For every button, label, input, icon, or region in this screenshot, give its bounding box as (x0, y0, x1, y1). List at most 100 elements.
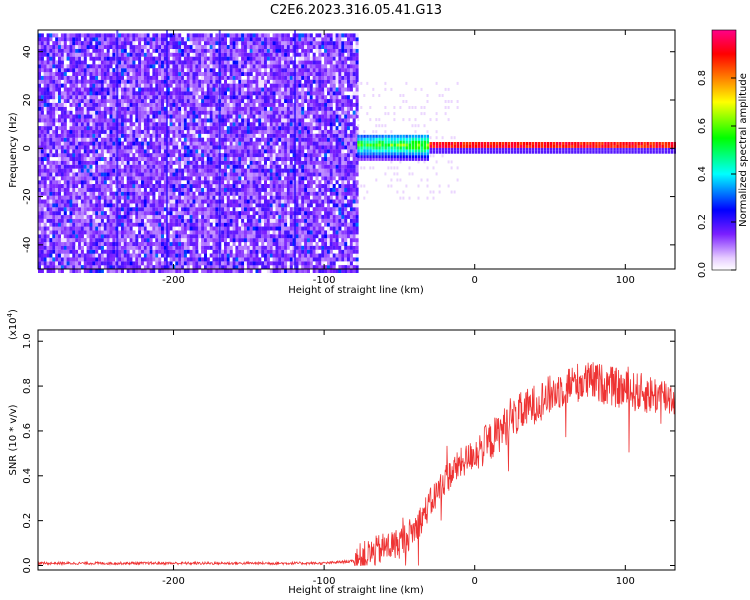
heatmap-cell (169, 118, 173, 123)
heatmap-cell (106, 226, 110, 231)
heatmap-cell (246, 33, 250, 38)
heatmap-cell (60, 56, 64, 61)
heatmap-cell (192, 269, 196, 273)
heatmap-cell (138, 253, 142, 258)
heatmap-cell (183, 199, 187, 204)
heatmap-cell (46, 149, 50, 154)
heatmap-cell (195, 99, 199, 103)
heatmap-cell (132, 153, 136, 158)
heatmap-cell (146, 145, 150, 150)
heatmap-cell (258, 160, 262, 165)
heatmap-cell (252, 184, 256, 188)
heatmap-cell (212, 234, 216, 239)
heatmap-cell (281, 184, 285, 188)
heatmap-cell (221, 269, 225, 273)
heatmap-cell (72, 207, 76, 212)
heatmap-cell (66, 230, 70, 235)
heatmap-cell (89, 214, 93, 219)
heatmap-cell (163, 257, 167, 262)
heatmap-cell (118, 79, 122, 84)
heatmap-cell (155, 56, 159, 61)
heatmap-cell (106, 207, 110, 212)
heatmap-cell (92, 157, 96, 161)
heatmap-cell (261, 79, 265, 84)
heatmap-cell (75, 145, 79, 150)
heatmap-cell (152, 141, 156, 146)
heatmap-cell (195, 164, 199, 169)
heatmap-cell (249, 180, 253, 185)
heatmap-cell (126, 99, 130, 103)
heatmap-cell (58, 222, 61, 227)
heatmap-cell (129, 265, 133, 270)
heatmap-cell (201, 102, 205, 107)
heatmap-cell (275, 245, 279, 250)
heatmap-cell (224, 160, 227, 165)
heatmap-cell (221, 137, 225, 142)
heatmap-cell (241, 257, 245, 262)
heatmap-cell (226, 129, 230, 134)
heatmap-cell (178, 118, 182, 123)
heatmap-cell (235, 114, 239, 119)
heatmap-cell (146, 60, 150, 65)
heatmap-cell (100, 168, 104, 173)
heatmap-cell (229, 238, 233, 243)
heatmap-cell (95, 191, 99, 196)
heatmap-cell (40, 222, 44, 227)
heatmap-cell (158, 72, 162, 76)
heatmap-cell (135, 257, 139, 262)
heatmap-cell (98, 261, 102, 266)
heatmap-cell (269, 48, 273, 53)
heatmap-cell (121, 60, 124, 65)
heatmap-cell (158, 41, 162, 46)
heatmap-cell (46, 48, 50, 53)
heatmap-cell (112, 95, 116, 100)
heatmap-cell (204, 91, 207, 96)
heatmap-cell (264, 102, 267, 107)
heatmap-cell (201, 87, 205, 92)
heatmap-cell (135, 68, 139, 73)
heatmap-cell (126, 60, 130, 65)
heatmap-cell (49, 214, 53, 219)
heatmap-cell (206, 91, 210, 96)
heatmap-cell (163, 168, 167, 173)
heatmap-cell (123, 64, 127, 69)
heatmap-cell (146, 153, 150, 158)
heatmap-cell (112, 269, 116, 273)
heatmap-cell (163, 157, 167, 161)
heatmap-cell (175, 75, 179, 80)
heatmap-cell (132, 257, 136, 262)
heatmap-cell (135, 95, 139, 100)
heatmap-cell (149, 99, 153, 103)
heatmap-cell (80, 249, 84, 254)
heatmap-cell (264, 199, 267, 204)
heatmap-cell (132, 91, 136, 96)
heatmap-cell (252, 141, 256, 146)
heatmap-cell (221, 64, 225, 69)
heatmap-cell (209, 160, 213, 165)
heatmap-cell (46, 207, 50, 212)
heatmap-cell (123, 214, 127, 219)
heatmap-cell (89, 222, 93, 227)
heatmap-cell (195, 226, 199, 231)
heatmap-cell (215, 218, 219, 223)
heatmap-cell (138, 269, 142, 273)
heatmap-cell (278, 187, 282, 192)
heatmap-cell (183, 265, 187, 270)
heatmap-cell (129, 133, 133, 138)
heatmap-cell (138, 37, 142, 42)
heatmap-cell (86, 95, 90, 100)
heatmap-cell (278, 168, 282, 173)
heatmap-cell (138, 75, 142, 80)
heatmap-cell (221, 56, 225, 61)
heatmap-cell (201, 176, 205, 181)
heatmap-cell (143, 245, 147, 250)
heatmap-cell (272, 137, 276, 142)
heatmap-cell (244, 110, 247, 115)
heatmap-cell (281, 122, 285, 127)
heatmap-cell (212, 249, 216, 254)
heatmap-cell (38, 87, 41, 92)
heatmap-cell (40, 114, 44, 119)
heatmap-cell (129, 211, 133, 216)
heatmap-cell (183, 214, 187, 219)
heatmap-cell (58, 106, 61, 111)
